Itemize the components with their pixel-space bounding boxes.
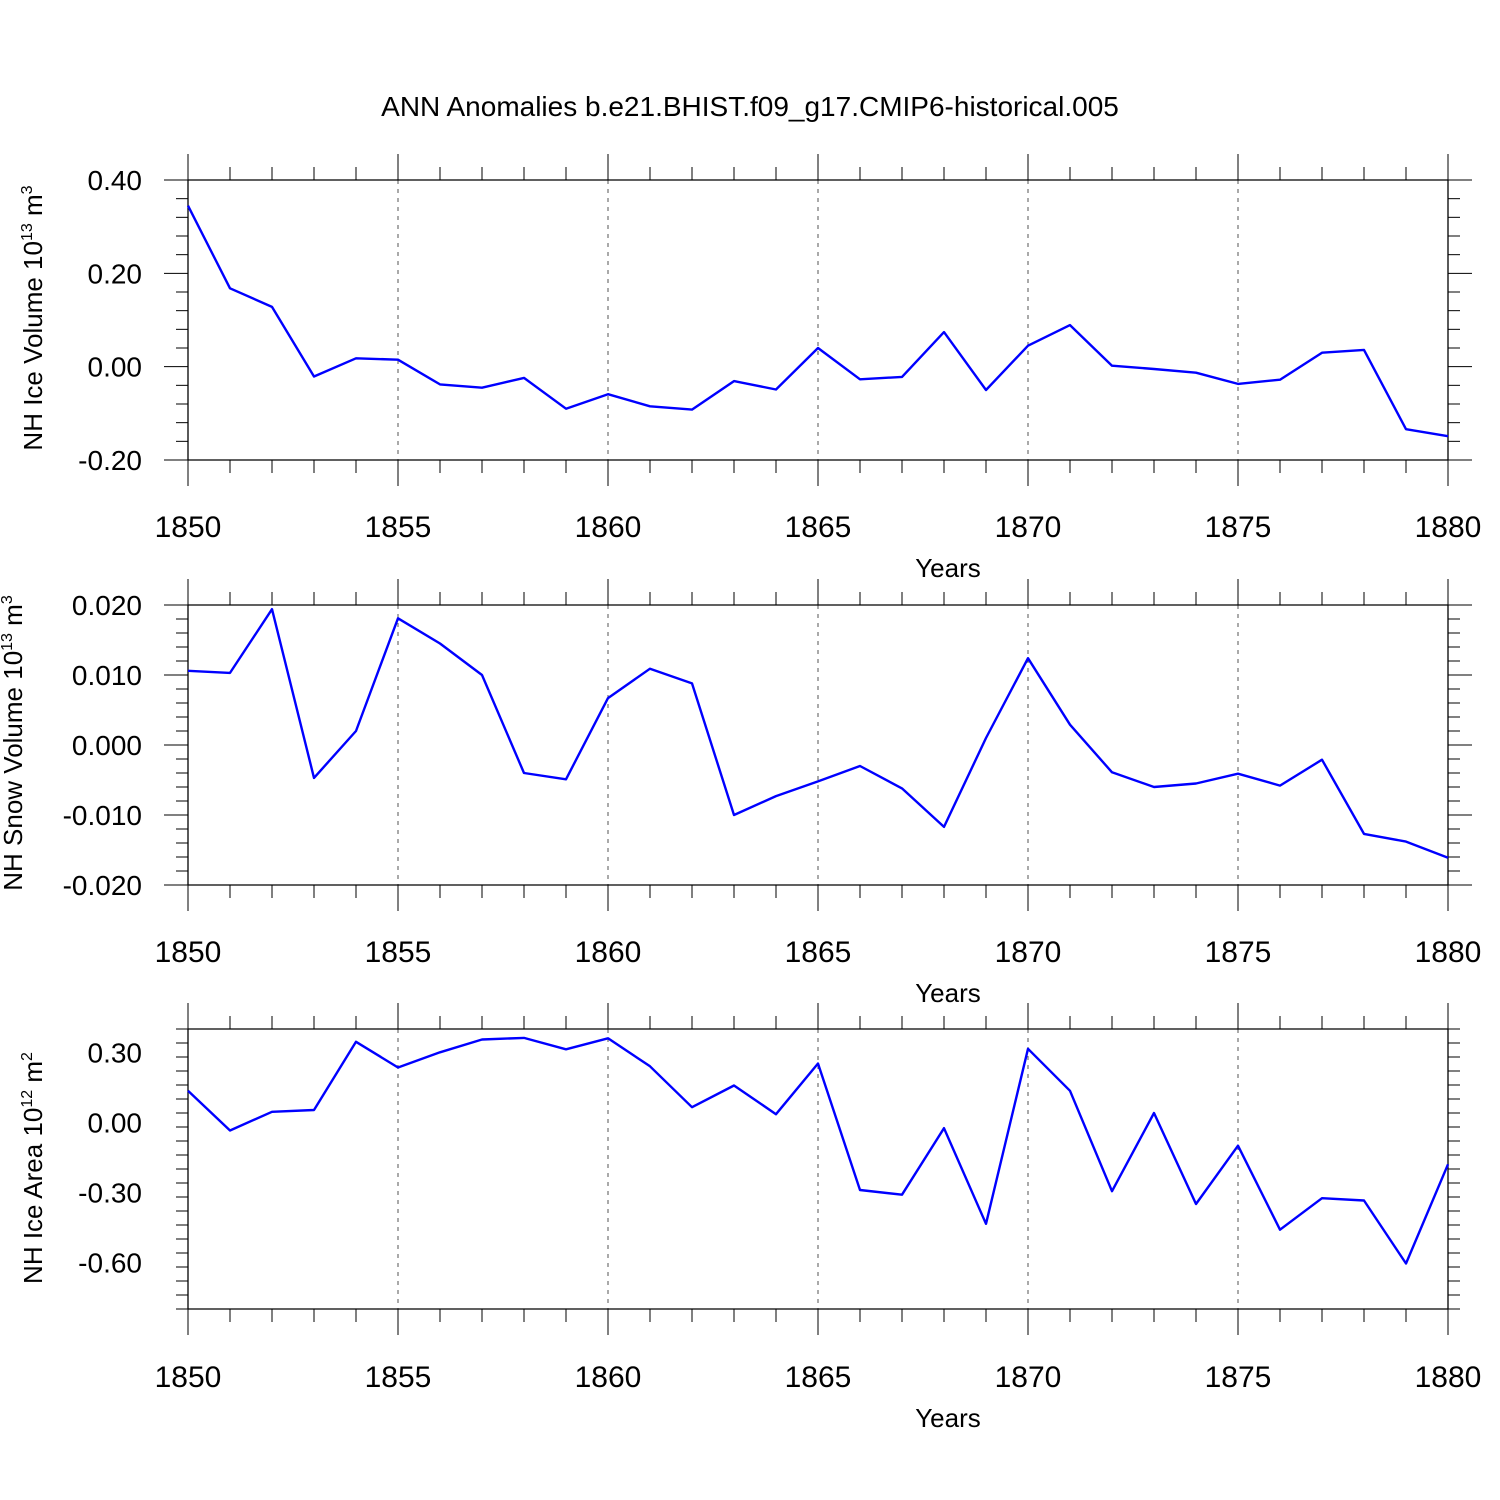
series-line <box>186 205 1449 438</box>
y-tick-label: -0.020 <box>63 870 142 901</box>
chart-title: ANN Anomalies b.e21.BHIST.f09_g17.CMIP6-… <box>381 91 1119 122</box>
x-tick-label: 1865 <box>785 936 852 969</box>
y-tick-label: 0.00 <box>88 1107 143 1138</box>
chart-panel-2: -0.020 -0.010 0.000 0.010 0.020 1850 1855 1860 1… <box>0 579 1481 1008</box>
y-axis-title-unit: m <box>18 1061 48 1090</box>
x-tick-label: 1860 <box>575 511 642 544</box>
y-tick-label: 0.20 <box>88 258 143 289</box>
y-tick-label: 0.020 <box>72 590 142 621</box>
x-axis-title: Years <box>915 978 981 1008</box>
x-tick-label: 1860 <box>575 1361 642 1394</box>
y-axis-title-unit-exponent: 3 <box>19 185 36 194</box>
chart-panel-1: -0.20 0.00 0.20 0.40 1850 1855 1860 1865 1870 187… <box>18 154 1481 583</box>
y-axis-title-exponent: 13 <box>0 633 16 651</box>
y-tick-label: 0.00 <box>88 352 143 383</box>
y-tick-label: 0.000 <box>72 730 142 761</box>
y-axis-title-text: NH Snow Volume 10 <box>0 651 28 891</box>
x-tick-label: 1870 <box>995 936 1062 969</box>
y-axis-title-text: NH Ice Area 10 <box>18 1108 48 1284</box>
x-tick-label: 1870 <box>995 511 1062 544</box>
y-tick-label: 0.40 <box>88 165 143 196</box>
x-tick-label: 1875 <box>1205 511 1272 544</box>
x-axis-title: Years <box>915 553 981 583</box>
y-axis-title-unit: m <box>0 604 28 633</box>
y-tick-label: -0.30 <box>78 1177 142 1208</box>
y-axis-title: NH Snow Volume 1013 m3 <box>0 595 28 891</box>
x-tick-label: 1850 <box>155 511 222 544</box>
y-axis-title-exponent: 12 <box>19 1090 36 1108</box>
x-tick-label: 1880 <box>1415 1361 1482 1394</box>
y-axis-title-unit-exponent: 2 <box>19 1052 36 1061</box>
x-tick-label: 1855 <box>365 1361 432 1394</box>
y-axis-title: NH Ice Area 1012 m2 <box>18 1052 48 1284</box>
y-tick-label: -0.60 <box>78 1247 142 1278</box>
x-tick-label: 1880 <box>1415 511 1482 544</box>
x-tick-label: 1875 <box>1205 936 1272 969</box>
y-tick-label: 0.010 <box>72 660 142 691</box>
x-tick-label: 1855 <box>365 936 432 969</box>
y-tick-label: -0.20 <box>78 445 142 476</box>
y-tick-label: 0.30 <box>88 1037 143 1068</box>
x-tick-label: 1865 <box>785 1361 852 1394</box>
y-axis-title-exponent: 13 <box>19 223 36 241</box>
x-tick-label: 1875 <box>1205 1361 1272 1394</box>
x-tick-label: 1850 <box>155 1361 222 1394</box>
x-tick-label: 1850 <box>155 936 222 969</box>
x-tick-label: 1880 <box>1415 936 1482 969</box>
x-tick-label: 1870 <box>995 1361 1062 1394</box>
x-axis-title: Years <box>915 1403 981 1433</box>
y-axis-title-unit-exponent: 3 <box>0 595 16 604</box>
y-axis-title-text: NH Ice Volume 10 <box>18 241 48 451</box>
chart-panel-3: -0.60 -0.30 0.00 0.30 1850 1855 1860 1865 1870 18… <box>18 1003 1481 1433</box>
series-line <box>187 1036 1450 1265</box>
x-tick-label: 1860 <box>575 936 642 969</box>
y-axis-title: NH Ice Volume 1013 m3 <box>18 185 48 450</box>
y-axis-title-unit: m <box>18 194 48 223</box>
series-line <box>187 608 1449 859</box>
y-tick-label: -0.010 <box>63 800 142 831</box>
x-tick-label: 1865 <box>785 511 852 544</box>
x-tick-label: 1855 <box>365 511 432 544</box>
